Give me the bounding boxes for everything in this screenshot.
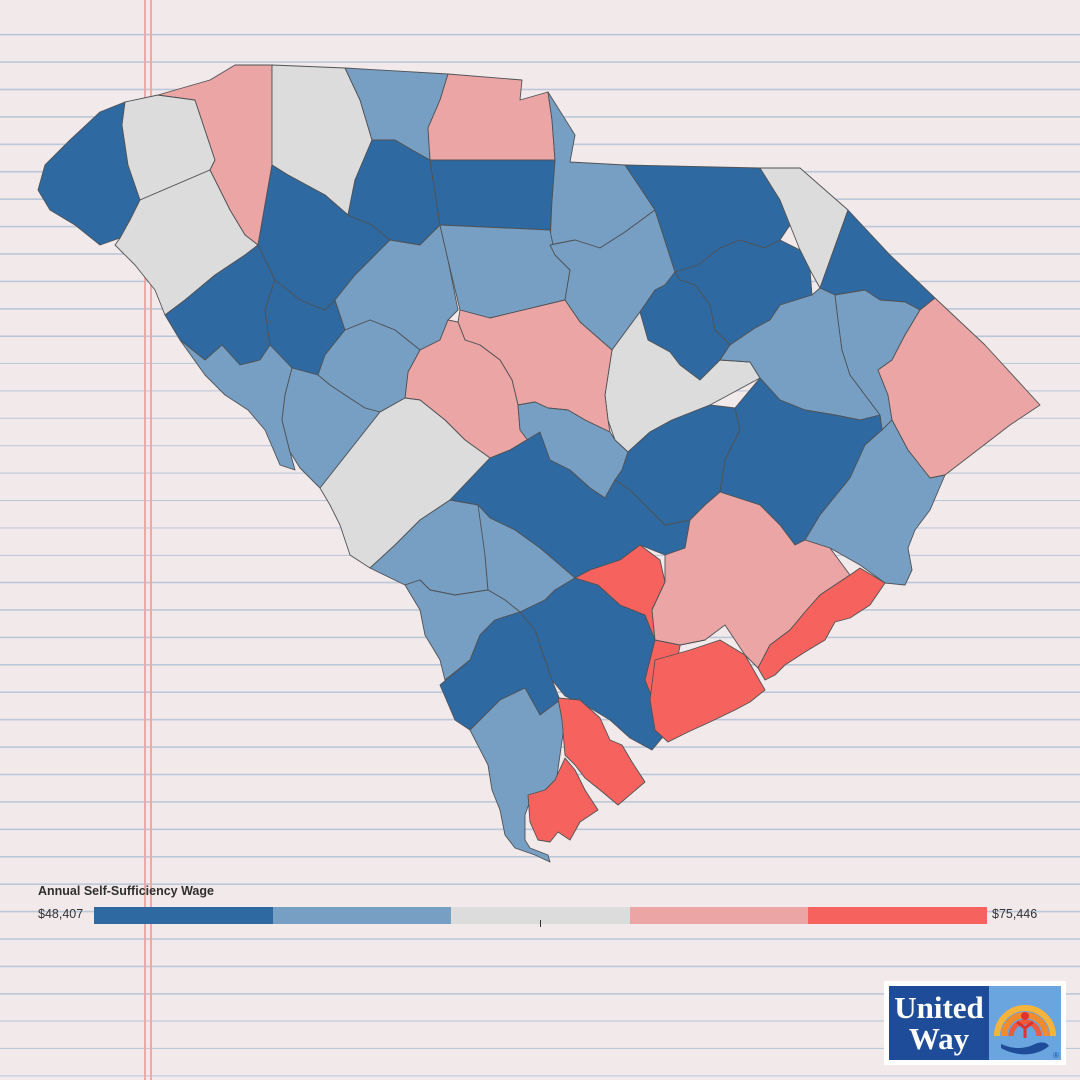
legend-max-label: $75,446 — [992, 907, 1038, 921]
legend-title: Annual Self-Sufficiency Wage — [38, 884, 214, 898]
state-map-svg — [37, 64, 1041, 863]
legend-color-bar — [94, 907, 987, 924]
united-way-logo: United Way ® — [884, 981, 1066, 1065]
county-chester[interactable] — [429, 159, 556, 231]
county-jasper[interactable] — [469, 687, 566, 863]
legend-bin-3 — [451, 907, 630, 924]
registered-mark: ® — [1053, 1051, 1059, 1060]
margin-line — [144, 0, 146, 1080]
county-beaufort-south[interactable] — [527, 757, 599, 843]
county-york[interactable] — [427, 73, 556, 161]
margin-line — [150, 0, 152, 1080]
logo-word-united: United — [894, 990, 984, 1025]
county-charleston-south[interactable] — [649, 639, 766, 743]
logo-wordmark: United Way — [889, 986, 989, 1060]
legend-mid-tick — [540, 920, 541, 927]
legend-bin-5 — [808, 907, 987, 924]
legend-bin-1 — [94, 907, 273, 924]
rainbow-hand-person-icon — [994, 1005, 1056, 1055]
choropleth-map — [37, 64, 1041, 863]
county-charleston-north[interactable] — [757, 567, 886, 681]
logo-word-way: Way — [908, 1021, 970, 1056]
county-beaufort-north[interactable] — [557, 697, 646, 806]
logo-emblem: ® — [989, 986, 1061, 1060]
legend-min-label: $48,407 — [38, 907, 84, 921]
county-georgetown[interactable] — [804, 419, 946, 586]
legend-bin-4 — [629, 907, 809, 924]
legend-bin-2 — [272, 907, 452, 924]
